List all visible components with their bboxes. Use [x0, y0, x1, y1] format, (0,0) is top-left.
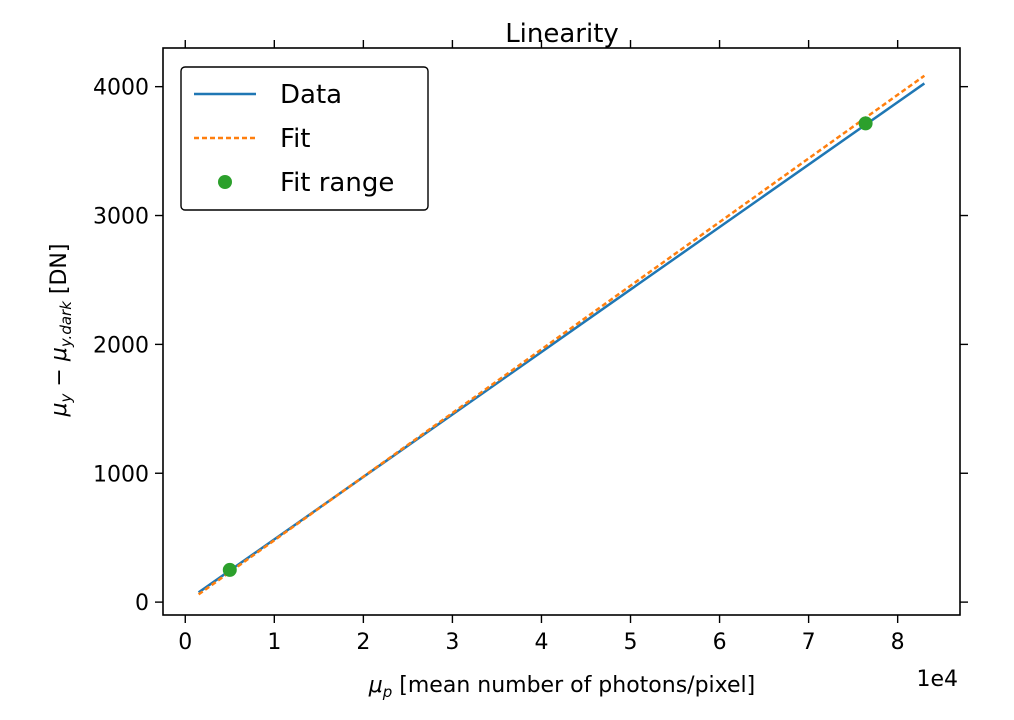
x-label-symbol: μ: [368, 673, 383, 698]
legend-label-fit-range: Fit range: [280, 168, 394, 198]
x-tick-label: 7: [802, 630, 816, 655]
y-label-subscript-1: y: [57, 392, 75, 403]
y-tick-label: 2000: [93, 333, 149, 358]
chart-title: Linearity: [505, 19, 619, 49]
legend-label-data: Data: [280, 80, 342, 110]
legend-swatch-fit-range: [218, 175, 232, 189]
x-tick-label: 6: [713, 630, 727, 655]
y-label-symbol-2: μ: [47, 347, 72, 362]
x-offset-label: 1e4: [916, 667, 958, 692]
x-tick-label: 0: [178, 630, 192, 655]
x-label-subscript: p: [382, 683, 393, 701]
x-tick-label: 5: [624, 630, 638, 655]
x-tick-label: 2: [356, 630, 370, 655]
x-tick-label: 1: [267, 630, 281, 655]
x-tick-label: 4: [534, 630, 548, 655]
legend: Data Fit Fit range: [180, 66, 429, 211]
y-label-text: [DN]: [47, 244, 72, 302]
legend-label-fit: Fit: [280, 124, 310, 154]
y-label-minus: −: [47, 361, 72, 393]
y-tick-label: 1000: [93, 462, 149, 487]
y-label-subscript-2: y.dark: [57, 300, 75, 348]
plot-frame: [162, 47, 961, 616]
series-layer: [197, 74, 926, 596]
x-label-text: [mean number of photons/pixel]: [392, 673, 755, 698]
fit-range-point: [858, 116, 873, 131]
x-tick-label: 3: [445, 630, 459, 655]
y-tick-label: 3000: [93, 205, 149, 230]
y-axis-label: μy − μy.dark [DN]: [47, 244, 75, 418]
fit-line: [197, 74, 926, 596]
y-tick-label: 0: [135, 591, 149, 616]
y-axis-ticks: 0 1000 2000 3000 4000: [93, 76, 968, 616]
legend-box: [180, 66, 429, 211]
x-tick-label: 8: [891, 630, 905, 655]
y-label-symbol-1: μ: [47, 402, 72, 417]
x-axis-ticks: 0 1 2 3 4 5 6 7 8: [178, 40, 905, 655]
y-tick-label: 4000: [93, 76, 149, 101]
fit-range-point: [222, 562, 237, 577]
x-axis-label: μp [mean number of photons/pixel]: [368, 673, 755, 701]
